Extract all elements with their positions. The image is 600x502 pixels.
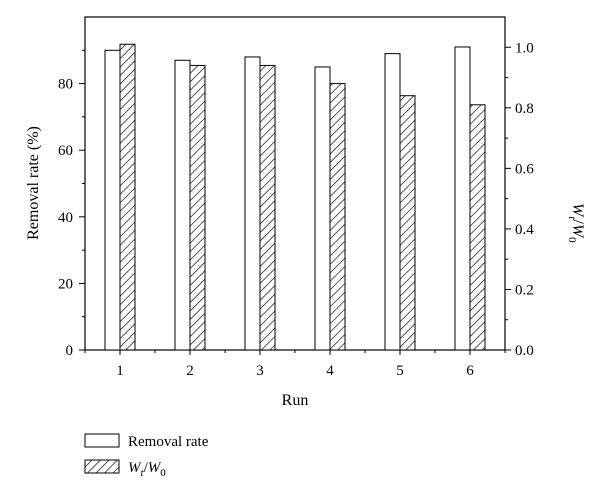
right-tick-label: 0.6	[515, 161, 534, 177]
right-tick-label: 0.8	[515, 101, 534, 117]
legend-label-removal: Removal rate	[128, 434, 209, 450]
bar-ratio-run-2	[189, 64, 206, 351]
ticks-group	[79, 46, 511, 355]
right-tick-label: 0.2	[515, 282, 534, 298]
left-tick-label: 0	[66, 343, 74, 359]
legend-ratio-sub2: 0	[160, 467, 166, 479]
legend: Removal rate Wt/W0	[84, 433, 209, 479]
x-tick-label: 5	[396, 363, 404, 379]
bar-removal-run-2	[174, 59, 191, 351]
bar-ratio-run-5	[399, 95, 416, 351]
left-tick-label: 40	[58, 210, 73, 226]
x-tick-label: 1	[116, 363, 124, 379]
bar-ratio-run-3	[259, 64, 276, 351]
bar-removal-run-4	[314, 66, 331, 351]
bar-ratio-run-4	[329, 83, 346, 351]
bars-group	[104, 43, 486, 351]
right-axis-w1: W	[569, 203, 586, 218]
legend-ratio-slash: /	[144, 460, 149, 476]
left-tick-label: 20	[58, 276, 73, 292]
legend-label-ratio: Wt/W0	[128, 460, 166, 479]
legend-ratio-w2: W	[148, 460, 162, 476]
legend-swatch-removal	[84, 433, 120, 448]
x-tick-label: 6	[466, 363, 474, 379]
bar-removal-run-6	[454, 46, 471, 351]
legend-ratio-sub1: t	[141, 467, 145, 479]
x-tick-label: 2	[186, 363, 194, 379]
left-tick-label: 60	[58, 143, 73, 159]
right-axis-slash: /	[569, 219, 586, 224]
x-tick-label: 4	[326, 363, 334, 379]
bar-ratio-run-6	[469, 104, 486, 351]
right-axis-w2: W	[569, 224, 586, 239]
bar-removal-run-5	[384, 53, 401, 351]
right-axis-sub1: t	[566, 216, 578, 220]
x-axis-title: Run	[282, 392, 309, 409]
right-tick-label: 1.0	[515, 40, 534, 56]
bar-removal-run-3	[244, 56, 261, 351]
right-tick-label: 0.0	[515, 343, 534, 359]
legend-ratio-w1: W	[128, 460, 142, 476]
legend-swatch-ratio	[84, 459, 120, 474]
x-tick-label: 3	[256, 363, 264, 379]
bar-ratio-run-1	[119, 43, 136, 351]
bar-removal-run-1	[104, 49, 121, 351]
right-tick-label: 0.4	[515, 222, 534, 238]
left-tick-label: 80	[58, 77, 73, 93]
right-axis-sub2: 0	[566, 237, 578, 243]
plot-frame	[84, 16, 506, 351]
right-axis-title: Wt/W0	[566, 203, 586, 243]
left-axis-title: Removal rate (%)	[25, 126, 42, 240]
